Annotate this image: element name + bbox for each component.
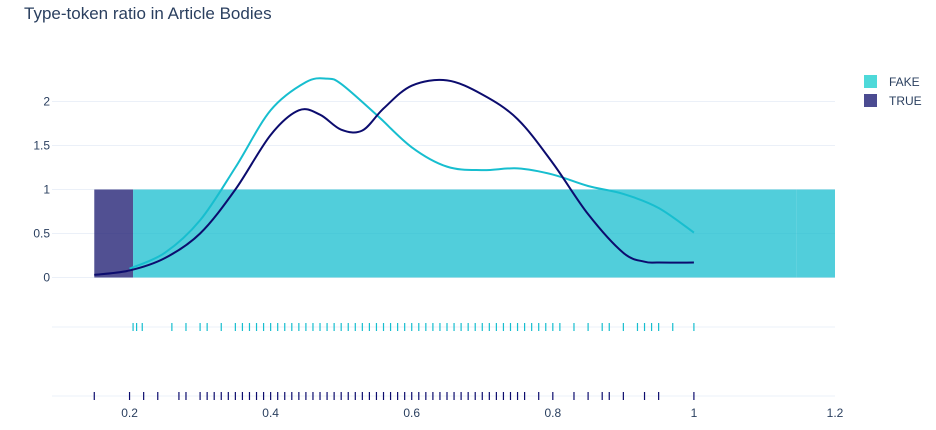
legend-item-fake[interactable]: FAKE: [864, 75, 920, 89]
histogram-bar-fake[interactable]: [133, 189, 797, 278]
density-line-true[interactable]: [94, 78, 694, 276]
y-tick-label: 1.5: [33, 139, 50, 153]
y-tick-label: 2: [43, 95, 50, 109]
rug-plots: [93, 323, 695, 400]
legend: FAKE TRUE: [864, 75, 922, 108]
density-lines: [94, 77, 695, 276]
y-tick-label: 0: [43, 271, 50, 285]
x-tick-label: 0.4: [262, 406, 279, 420]
legend-label: FAKE: [889, 75, 920, 89]
legend-swatch: [864, 94, 877, 107]
density-line-fake[interactable]: [129, 77, 695, 270]
x-tick-label: 0.8: [544, 406, 561, 420]
histogram-bar-fake[interactable]: [796, 189, 835, 278]
x-tick-label: 1: [691, 406, 698, 420]
y-tick-label: 0.5: [33, 227, 50, 241]
x-tick-label: 0.6: [403, 406, 420, 420]
axis-labels: 0 0.5 1 1.5 2 0.2 0.4 0.6 0.8 1 1.2: [33, 95, 843, 421]
histogram-bars: [94, 189, 835, 278]
y-tick-label: 1: [43, 183, 50, 197]
histogram-bar-true[interactable]: [94, 189, 134, 278]
legend-item-true[interactable]: TRUE: [864, 94, 922, 108]
legend-swatch: [864, 75, 877, 88]
chart-title: Type-token ratio in Article Bodies: [24, 4, 272, 23]
legend-label: TRUE: [889, 94, 922, 108]
x-tick-label: 0.2: [121, 406, 138, 420]
x-tick-label: 1.2: [827, 406, 844, 420]
